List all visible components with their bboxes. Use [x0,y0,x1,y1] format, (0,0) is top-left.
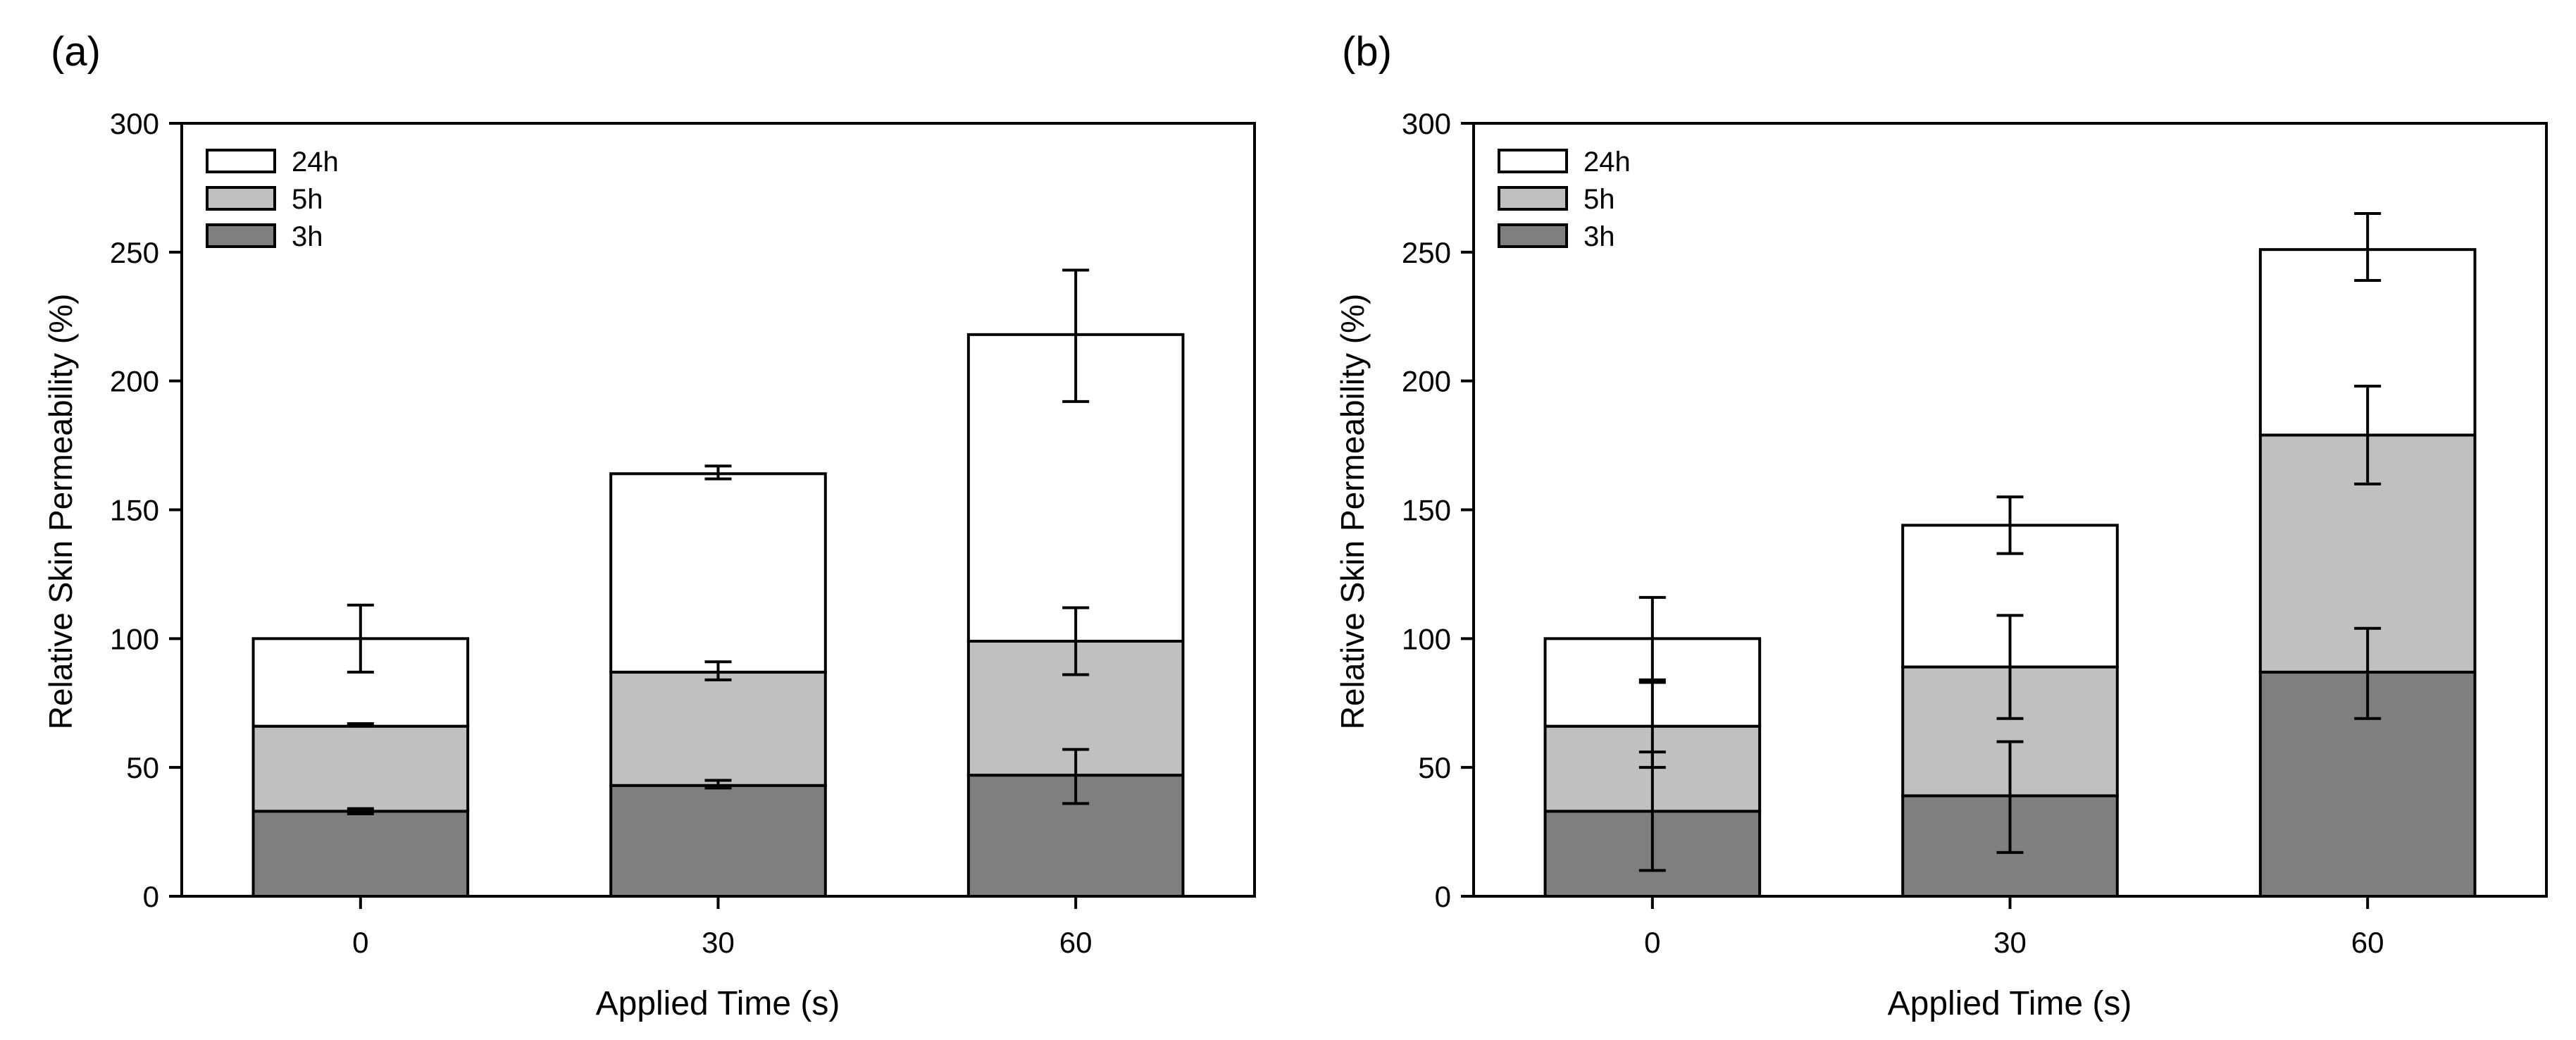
y-tick-label: 150 [1402,494,1451,527]
panel-b: (b) Relative Skin Permeability (%) Appli… [1334,29,2548,1022]
panel-a: (a) Relative Skin Permeability (%) Appli… [42,29,1256,1022]
bar-5h-30 [609,670,827,787]
legend-swatch-24h [1498,149,1568,173]
y-tick-label: 300 [110,107,159,140]
y-tick-label: 100 [110,622,159,655]
x-tick-label: 30 [702,926,735,959]
x-tick-label: 60 [1059,926,1093,959]
legend-label-24h: 24h [292,147,339,178]
legend-label-3h: 3h [292,221,323,252]
legend: 24h 5h 3h [206,147,339,252]
y-tick-label: 50 [126,751,159,784]
legend-swatch-3h [206,223,276,248]
legend-swatch-3h [1498,223,1568,248]
x-tick-label: 0 [352,926,368,959]
y-tick-label: 250 [110,236,159,269]
x-axis-label: Applied Time (s) [1888,985,2132,1022]
y-tick-label: 300 [1402,107,1451,140]
y-tick-label: 0 [1435,880,1451,913]
panel-label: (a) [51,29,101,75]
legend-label-24h: 24h [1583,147,1631,178]
y-axis-label: Relative Skin Permeability (%) [42,294,79,730]
plot-frame [1472,122,2548,898]
bar-24h-30 [609,472,827,674]
bar-5h-0 [251,724,470,813]
panel-label: (b) [1342,29,1392,75]
legend-label-3h: 3h [1583,221,1615,252]
plot-area: 0 50 100 150 200 250 300 0 30 60 [1402,107,2548,959]
y-tick-label: 200 [1402,365,1451,398]
y-tick-label: 50 [1418,751,1451,784]
plot-frame [180,122,1256,898]
legend-label-5h: 5h [292,184,323,215]
y-tick-label: 0 [143,880,159,913]
y-tick-label: 200 [110,365,159,398]
x-axis-label: Applied Time (s) [596,985,840,1022]
bar-3h-30 [609,784,827,898]
legend-swatch-5h [1498,186,1568,211]
y-axis-label: Relative Skin Permeability (%) [1334,294,1371,730]
legend: 24h 5h 3h [1498,147,1631,252]
legend-swatch-24h [206,149,276,173]
y-tick-label: 100 [1402,622,1451,655]
bar-3h-0 [251,810,470,898]
legend-swatch-5h [206,186,276,211]
x-tick-label: 60 [2351,926,2384,959]
x-tick-label: 30 [1993,926,2027,959]
plot-area: 0 50 100 150 200 250 300 0 30 60 [110,107,1256,959]
y-tick-label: 150 [110,494,159,527]
y-tick-label: 250 [1402,236,1451,269]
legend-label-5h: 5h [1583,184,1615,215]
x-tick-label: 0 [1644,926,1660,959]
